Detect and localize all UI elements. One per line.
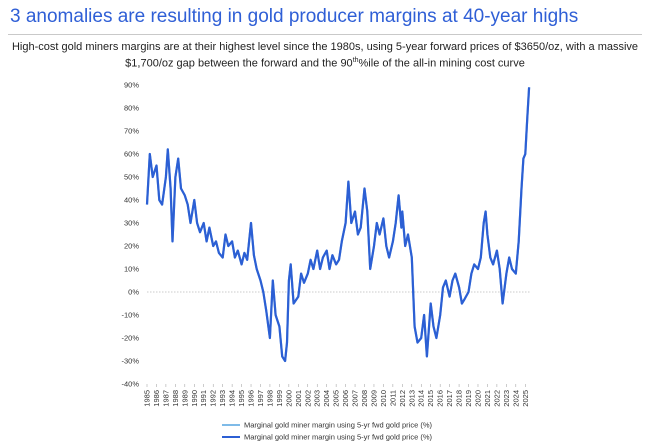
y-tick-label: 40% bbox=[124, 196, 139, 205]
subtitle-text: %ile of the all-in mining cost curve bbox=[358, 57, 525, 70]
x-tick-label: 2024 bbox=[511, 390, 520, 407]
y-tick-label: 80% bbox=[124, 104, 139, 113]
series-line bbox=[145, 87, 531, 363]
chart-title: 3 anomalies are resulting in gold produc… bbox=[10, 6, 579, 27]
x-tick-label: 2023 bbox=[502, 390, 511, 407]
legend-label: Marginal gold miner margin using 5-yr fw… bbox=[244, 421, 432, 430]
x-tick-label: 1992 bbox=[209, 390, 218, 407]
y-tick-label: 20% bbox=[124, 242, 139, 251]
x-tick-label: 1999 bbox=[275, 390, 284, 407]
x-tick-label: 1986 bbox=[152, 390, 161, 407]
x-tick-label: 2007 bbox=[351, 390, 360, 407]
subtitle-text: High-cost gold miners margins are at the… bbox=[11, 41, 639, 70]
x-tick-label: 2014 bbox=[417, 390, 426, 407]
x-tick-label: 1987 bbox=[161, 390, 170, 407]
y-tick-label: -30% bbox=[121, 357, 139, 366]
x-tick-label: 2002 bbox=[303, 390, 312, 407]
x-tick-label: 1994 bbox=[228, 390, 237, 407]
x-tick-label: 1991 bbox=[199, 390, 208, 407]
x-tick-label: 2003 bbox=[313, 390, 322, 407]
x-tick-label: 2022 bbox=[492, 390, 501, 407]
x-tick-label: 1990 bbox=[190, 390, 199, 407]
y-tick-label: 60% bbox=[124, 150, 139, 159]
x-tick-label: 2020 bbox=[473, 390, 482, 407]
y-tick-label: 50% bbox=[124, 173, 139, 182]
x-tick-label: 2025 bbox=[521, 390, 530, 407]
x-tick-label: 1997 bbox=[256, 390, 265, 407]
x-tick-label: 2021 bbox=[483, 390, 492, 407]
x-tick-label: 2016 bbox=[436, 390, 445, 407]
x-tick-label: 2015 bbox=[426, 390, 435, 407]
y-tick-label: 70% bbox=[124, 127, 139, 136]
chart-subtitle: High-cost gold miners margins are at the… bbox=[10, 40, 640, 71]
y-tick-label: -40% bbox=[121, 380, 139, 389]
x-tick-label: 2012 bbox=[398, 390, 407, 407]
x-tick-label: 2011 bbox=[388, 390, 397, 406]
x-tick-label: 2008 bbox=[360, 390, 369, 407]
legend-label: Marginal gold miner margin using 5-yr fw… bbox=[244, 433, 432, 442]
x-tick-label: 2018 bbox=[455, 390, 464, 407]
y-tick-label: 0% bbox=[128, 288, 139, 297]
x-tick-label: 2013 bbox=[407, 390, 416, 407]
x-tick-label: 2009 bbox=[369, 390, 378, 407]
x-tick-label: 1988 bbox=[171, 390, 180, 407]
title-rule bbox=[8, 34, 642, 35]
y-tick-label: 90% bbox=[124, 81, 139, 90]
x-tick-label: 2004 bbox=[322, 390, 331, 407]
x-tick-label: 1989 bbox=[180, 390, 189, 407]
x-tick-label: 2006 bbox=[341, 390, 350, 407]
y-tick-label: 30% bbox=[124, 219, 139, 228]
x-tick-label: 2017 bbox=[445, 390, 454, 407]
y-tick-label: 10% bbox=[124, 265, 139, 274]
x-tick-label: 2019 bbox=[464, 390, 473, 407]
x-tick-label: 2000 bbox=[284, 390, 293, 407]
x-tick-label: 1998 bbox=[265, 390, 274, 407]
subtitle-superscript: th bbox=[352, 57, 359, 64]
y-tick-label: -20% bbox=[121, 334, 139, 343]
x-tick-label: 2005 bbox=[332, 390, 341, 407]
x-tick-label: 1993 bbox=[218, 390, 227, 407]
x-tick-label: 2010 bbox=[379, 390, 388, 407]
x-tick-label: 1995 bbox=[237, 390, 246, 407]
y-tick-label: -10% bbox=[121, 311, 139, 320]
x-tick-label: 2001 bbox=[294, 390, 303, 407]
x-tick-label: 1985 bbox=[143, 390, 152, 407]
x-tick-label: 1996 bbox=[247, 390, 256, 407]
